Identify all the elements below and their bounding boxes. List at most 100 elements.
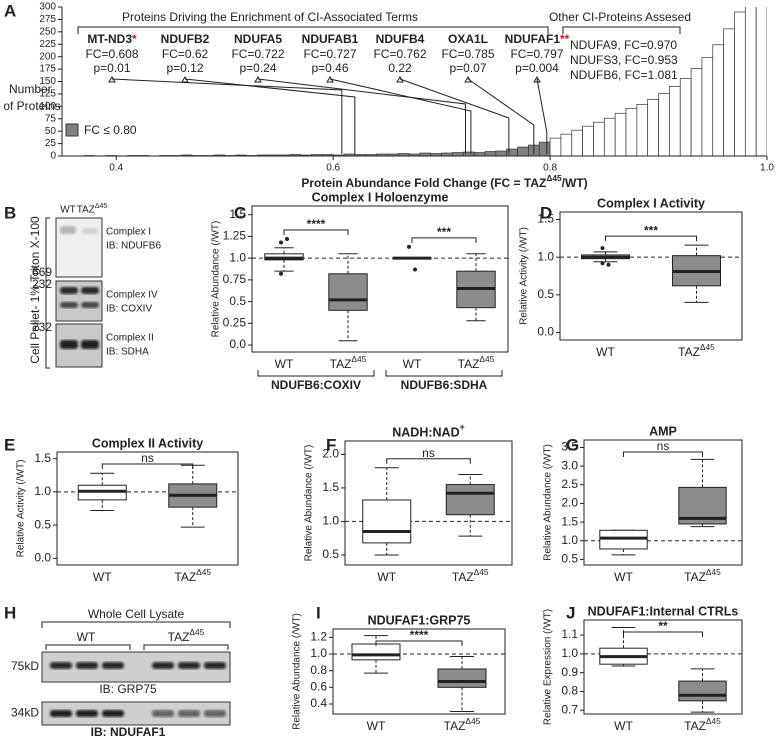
y-tick-label: 25: [45, 138, 57, 149]
panel-letter: I: [316, 603, 321, 622]
blot-label: Complex I: [106, 227, 151, 238]
blot-band: [76, 662, 98, 669]
x-tick-label: 1.0: [760, 163, 774, 174]
box: [445, 484, 495, 516]
chart-title: Proteins Driving the Enrichment of CI-As…: [122, 10, 418, 24]
mw-marker: 34kD: [11, 706, 39, 720]
protein-name: OXA1L: [448, 32, 488, 46]
blot-band: [102, 662, 124, 669]
protein-name: NDUFAB1: [302, 32, 359, 46]
y-tick-label: 0.5: [322, 547, 339, 561]
significance-label: ns: [657, 439, 670, 453]
bar: [452, 152, 464, 157]
lane-label: WT: [77, 630, 96, 644]
protein-name: NDUFB2: [161, 32, 210, 46]
legend-swatch: [65, 123, 79, 137]
bar: [506, 148, 518, 157]
panel-letter: G: [566, 435, 579, 454]
pointer-arrow: [326, 76, 334, 83]
blot-band: [60, 287, 78, 294]
bar: [603, 117, 616, 157]
y-axis-label: Relative Expression (/WT): [543, 609, 554, 725]
blot-band: [60, 226, 76, 234]
lane-bracket: [143, 644, 229, 650]
y-tick-label: 250: [39, 26, 56, 37]
y-tick-label: 0.8: [310, 663, 327, 677]
blot-label: Complex II: [106, 333, 154, 344]
plot-frame: [332, 628, 506, 715]
box: [328, 273, 368, 311]
bar: [538, 141, 551, 157]
y-tick-label: 1.5: [537, 212, 554, 226]
x-tick-label: WT: [614, 719, 633, 733]
pointer-line: [184, 78, 356, 154]
panel-letter: C: [234, 203, 246, 222]
panel-letter: E: [4, 435, 15, 454]
bar: [560, 133, 573, 157]
other-protein: NDUFS3, FC=0.953: [570, 53, 678, 67]
significance-bracket: [605, 235, 697, 242]
mw-marker: 669: [32, 265, 52, 279]
y-tick-label: 0.5: [34, 517, 51, 531]
fc-label: FC=0.762: [373, 47, 426, 61]
y-tick-label: 1.5: [34, 451, 51, 465]
other-title: Other CI-Proteins Assesed: [549, 10, 691, 24]
other-protein: NDUFA9, FC=0.970: [570, 38, 677, 52]
x-tick-label: WT: [403, 357, 422, 371]
significance-label: ns: [422, 446, 435, 460]
x-tick-label: TAZΔ45: [678, 342, 715, 359]
bar: [734, 11, 746, 157]
y-tick-label: 50: [45, 126, 57, 137]
y-tick-label: 2.0: [561, 496, 578, 510]
significance-label: ***: [644, 223, 658, 237]
x-tick-label: WT: [367, 719, 386, 733]
y-axis-label: Relative Abundance (/WT): [304, 445, 315, 562]
y-tick-label: 0.6: [310, 680, 327, 694]
y-tick-label: 3.5: [561, 440, 578, 454]
bar: [744, 7, 757, 157]
blot-band: [152, 662, 174, 669]
x-tick-label: WT: [614, 570, 633, 584]
pointer-arrow: [533, 76, 541, 83]
x-tick-label: 0.6: [326, 163, 340, 174]
x-tick-label: TAZΔ45: [444, 716, 481, 733]
y-tick-label: 75: [45, 113, 57, 124]
bar: [593, 121, 605, 157]
pointer-arrow: [464, 76, 472, 83]
protein-name: NDUFAF1**: [505, 32, 570, 46]
blot-band: [81, 287, 99, 294]
lane-label: TAZΔ45: [77, 203, 108, 215]
significance-bracket: [386, 458, 471, 464]
pointer-arrow: [396, 76, 404, 83]
other-bracket: [562, 26, 681, 34]
significance-bracket: [623, 451, 703, 457]
p-label: p=0.07: [449, 61, 486, 75]
outlier: [600, 246, 605, 251]
y-tick-label: 1.1: [561, 627, 578, 641]
y-tick-label: 1.2: [310, 630, 327, 644]
outlier: [279, 240, 283, 245]
significance-label: ***: [437, 225, 451, 239]
y-tick-label: 275: [39, 14, 56, 25]
chart-title: Complex II Activity: [92, 436, 203, 450]
p-label: p=0.01: [93, 61, 130, 75]
y-tick-label: 300: [39, 2, 56, 13]
pointer-line: [329, 78, 472, 154]
pointer-arrow: [181, 76, 189, 83]
y-tick-label: 0.0: [229, 337, 246, 351]
panel-letter: A: [4, 1, 16, 20]
significance-star: *: [132, 32, 137, 46]
blot-ib: IB: COXIV: [106, 304, 152, 315]
blot-band: [178, 662, 200, 669]
blot-band: [82, 228, 98, 234]
bar: [495, 150, 508, 157]
y-tick-label: 0.7: [561, 702, 578, 716]
histogram-bars: [83, 7, 767, 157]
significance-bracket: [283, 229, 349, 236]
group-bracket: [385, 370, 503, 377]
outlier: [413, 267, 417, 272]
y-tick-label: 0.5: [537, 287, 554, 301]
chart-title: AMP: [649, 424, 677, 438]
significance-bracket: [101, 463, 194, 469]
